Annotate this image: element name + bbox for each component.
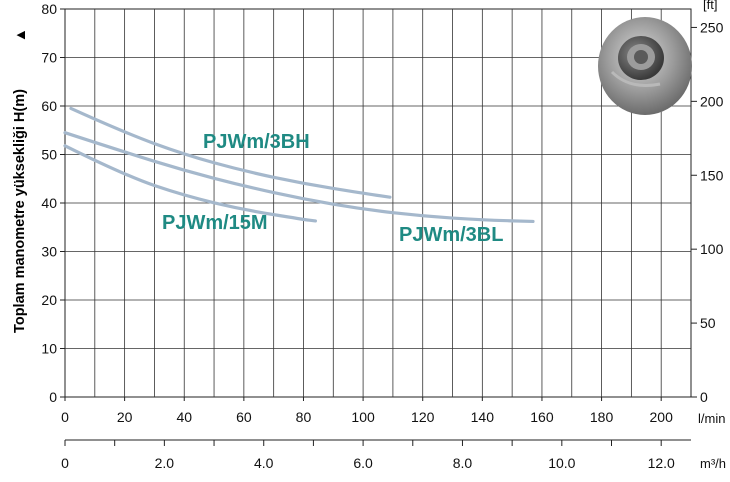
y2-tick-label: 250 xyxy=(700,19,724,35)
axes xyxy=(60,8,697,446)
y2-tick-label: 100 xyxy=(700,241,724,257)
series-line-1 xyxy=(63,131,535,224)
x2-tick-label: 6.0 xyxy=(353,455,373,471)
y-axis-arrow-icon: ▲ xyxy=(13,28,29,42)
x-tick-label: 60 xyxy=(236,409,252,425)
y2-axis-unit: [ft] xyxy=(703,0,717,12)
y-tick-label: 40 xyxy=(41,195,57,211)
x-tick-label: 100 xyxy=(351,409,375,425)
x-tick-label: 160 xyxy=(530,409,554,425)
x2-axis-unit: m³/h xyxy=(700,456,726,471)
y-tick-label: 50 xyxy=(41,147,57,163)
x-tick-label: 180 xyxy=(590,409,614,425)
y2-tick-label: 150 xyxy=(700,167,724,183)
y-tick-label: 70 xyxy=(41,50,57,66)
y-axis-title: Toplam manometre yüksekliği H(m) xyxy=(12,89,28,333)
x2-tick-label: 12.0 xyxy=(648,455,675,471)
y2-tick-label: 50 xyxy=(700,315,716,331)
series-curves xyxy=(63,106,535,224)
x2-tick-label: 2.0 xyxy=(155,455,175,471)
series-label-15m: PJWm/15M xyxy=(162,212,268,234)
impeller-image xyxy=(598,17,692,115)
series-line-2 xyxy=(63,144,317,223)
x-tick-label: 20 xyxy=(117,409,133,425)
x-tick-label: 0 xyxy=(61,409,69,425)
y2-tick-label: 200 xyxy=(700,93,724,109)
series-label-3bh: PJWm/3BH xyxy=(203,131,310,153)
y-tick-label: 20 xyxy=(41,292,57,308)
x-tick-label: 40 xyxy=(176,409,192,425)
y-tick-label: 30 xyxy=(41,244,57,260)
x2-tick-label: 4.0 xyxy=(254,455,274,471)
y-tick-label: 0 xyxy=(49,389,57,405)
series-line-0 xyxy=(69,106,392,199)
x-tick-label: 120 xyxy=(411,409,435,425)
y-tick-label: 10 xyxy=(41,341,57,357)
x-axis-unit: l/min xyxy=(698,411,725,426)
x-tick-label: 200 xyxy=(650,409,674,425)
series-label-3bl: PJWm/3BL xyxy=(399,224,503,246)
y2-tick-label: 0 xyxy=(700,389,708,405)
y-tick-label: 80 xyxy=(41,1,57,17)
x-tick-label: 140 xyxy=(471,409,495,425)
tick-labels: 0 10 20 30 40 50 60 70 80 0 50 100 150 200 250 0 20 40 60 8… xyxy=(41,1,723,471)
x-tick-label: 80 xyxy=(296,409,312,425)
grid xyxy=(65,9,691,397)
x2-tick-label: 0 xyxy=(61,455,69,471)
x2-tick-label: 8.0 xyxy=(453,455,473,471)
y-tick-label: 60 xyxy=(41,98,57,114)
x2-tick-label: 10.0 xyxy=(548,455,575,471)
